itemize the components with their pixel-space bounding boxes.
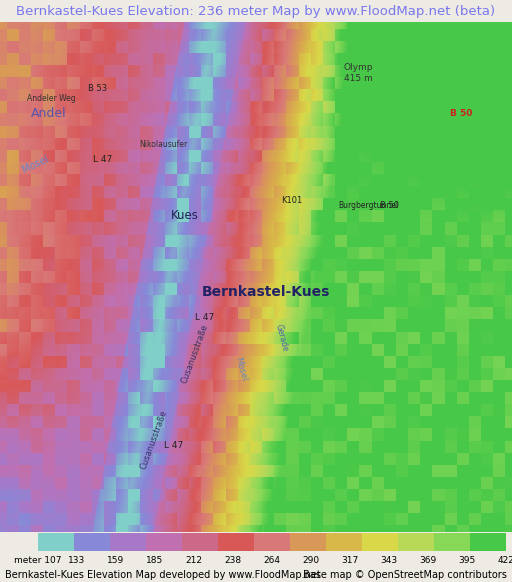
Text: Gerade: Gerade — [273, 324, 290, 353]
Bar — [470, 533, 506, 551]
Text: 238: 238 — [224, 556, 242, 565]
Text: Nikolausufer: Nikolausufer — [140, 140, 188, 149]
Text: Bernkastel-Kues Elevation: 236 meter Map by www.FloodMap.net (beta): Bernkastel-Kues Elevation: 236 meter Map… — [16, 5, 496, 17]
Bar — [434, 533, 470, 551]
Text: Andeler Weg: Andeler Weg — [27, 94, 75, 103]
Text: L 47: L 47 — [195, 313, 215, 322]
Bar — [146, 533, 182, 551]
Bar — [398, 533, 434, 551]
Text: B 50: B 50 — [379, 201, 399, 210]
Text: Burgbergtunnel: Burgbergtunnel — [338, 201, 399, 210]
Text: B 53: B 53 — [88, 84, 107, 93]
Text: Cusanusstraße: Cusanusstraße — [180, 322, 209, 385]
Bar — [74, 533, 110, 551]
Text: 422: 422 — [498, 556, 512, 565]
Text: Bernkastel-Kues: Bernkastel-Kues — [202, 285, 330, 299]
Text: L 47: L 47 — [93, 155, 112, 164]
Bar — [218, 533, 254, 551]
Text: Andel: Andel — [31, 107, 67, 120]
Text: 133: 133 — [69, 556, 86, 565]
Text: Base map © OpenStreetMap contributors: Base map © OpenStreetMap contributors — [303, 570, 507, 580]
Text: Mosel: Mosel — [21, 154, 51, 175]
Text: Kues: Kues — [170, 210, 198, 222]
Text: K101: K101 — [281, 196, 303, 205]
Bar — [182, 533, 218, 551]
Text: 290: 290 — [303, 556, 319, 565]
Text: Cusanusstraße: Cusanusstraße — [139, 409, 168, 471]
Text: 369: 369 — [419, 556, 437, 565]
Bar — [38, 533, 74, 551]
Bar — [326, 533, 362, 551]
Text: 159: 159 — [108, 556, 124, 565]
Text: 343: 343 — [380, 556, 397, 565]
Text: 395: 395 — [458, 556, 476, 565]
Text: 212: 212 — [185, 556, 203, 565]
Text: meter 107: meter 107 — [14, 556, 62, 565]
Text: L 47: L 47 — [164, 441, 184, 450]
Bar — [110, 533, 146, 551]
Text: Bernkastel-Kues Elevation Map developed by www.FloodMap.net: Bernkastel-Kues Elevation Map developed … — [5, 570, 321, 580]
Text: 264: 264 — [264, 556, 281, 565]
Text: Olymp
415 m: Olymp 415 m — [344, 63, 373, 83]
Text: 185: 185 — [146, 556, 164, 565]
Text: Mosel: Mosel — [233, 356, 248, 382]
Text: 317: 317 — [342, 556, 358, 565]
Bar — [290, 533, 326, 551]
Bar — [362, 533, 398, 551]
Bar — [254, 533, 290, 551]
Text: B 50: B 50 — [450, 109, 472, 118]
